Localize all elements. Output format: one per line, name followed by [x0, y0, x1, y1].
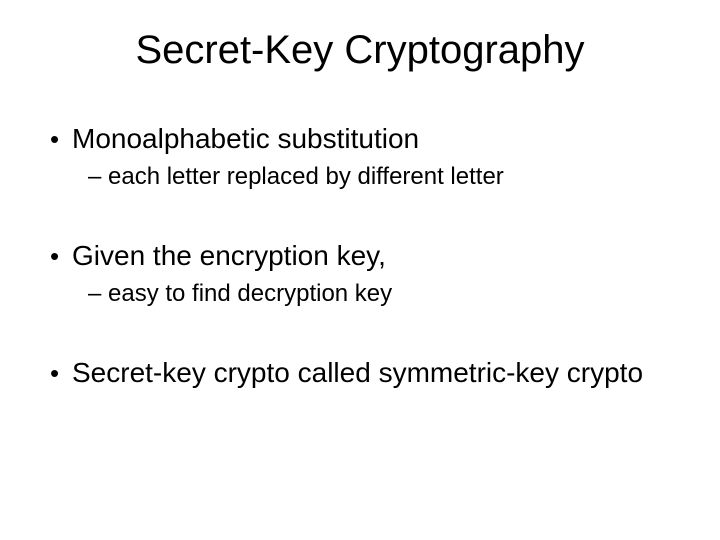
- slide-body: • Monoalphabetic substitution – each let…: [40, 121, 680, 390]
- bullet-dash-icon: –: [88, 162, 108, 192]
- bullet-text: Monoalphabetic substitution: [72, 121, 419, 156]
- bullet-dot-icon: •: [50, 238, 72, 273]
- slide-title: Secret-Key Cryptography: [40, 28, 680, 73]
- bullet-level1: • Given the encryption key,: [50, 238, 680, 273]
- bullet-level2: – easy to find decryption key: [88, 279, 680, 309]
- bullet-level1: • Secret-key crypto called symmetric-key…: [50, 355, 680, 390]
- bullet-dash-icon: –: [88, 279, 108, 309]
- sub-bullet-text: each letter replaced by different letter: [108, 162, 504, 192]
- spacer: [50, 198, 680, 238]
- bullet-dot-icon: •: [50, 355, 72, 390]
- spacer: [50, 315, 680, 355]
- slide: Secret-Key Cryptography • Monoalphabetic…: [0, 0, 720, 540]
- bullet-dot-icon: •: [50, 121, 72, 156]
- bullet-text: Secret-key crypto called symmetric-key c…: [72, 355, 643, 390]
- bullet-level2: – each letter replaced by different lett…: [88, 162, 680, 192]
- bullet-level1: • Monoalphabetic substitution: [50, 121, 680, 156]
- sub-bullet-text: easy to find decryption key: [108, 279, 392, 309]
- bullet-text: Given the encryption key,: [72, 238, 386, 273]
